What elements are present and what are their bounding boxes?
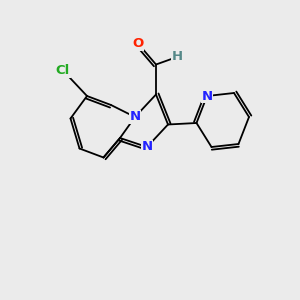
Text: O: O bbox=[132, 37, 144, 50]
Text: N: N bbox=[129, 110, 141, 124]
Text: H: H bbox=[171, 50, 183, 64]
Text: Cl: Cl bbox=[56, 64, 70, 77]
Text: N: N bbox=[141, 140, 153, 154]
Text: N: N bbox=[201, 89, 213, 103]
